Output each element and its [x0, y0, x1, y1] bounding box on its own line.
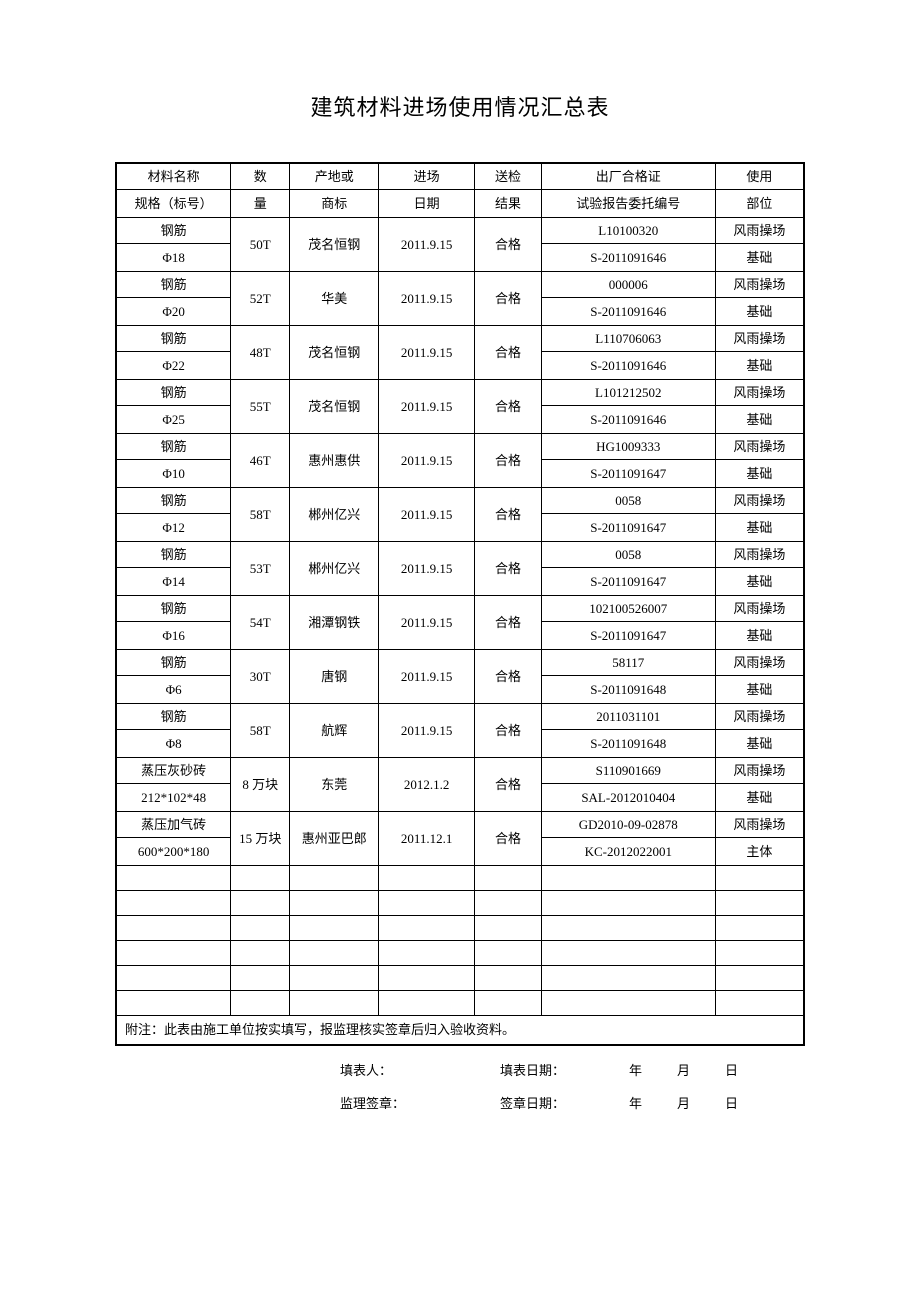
- year-label: 年: [590, 1093, 642, 1112]
- filler-label: 填表人：: [340, 1060, 500, 1079]
- table-row-empty: [116, 965, 804, 990]
- supervisor-label: 监理签章：: [340, 1093, 500, 1112]
- col-cert: 出厂合格证试验报告委托编号: [541, 163, 715, 217]
- page-title: 建筑材料进场使用情况汇总表: [115, 90, 805, 122]
- table-row: 钢筋Φ1850T茂名恒钢2011.9.15合格L10100320S-201109…: [116, 217, 804, 271]
- table-row-empty: [116, 915, 804, 940]
- table-row: 钢筋Φ630T唐钢2011.9.15合格58117S-2011091648风雨操…: [116, 649, 804, 703]
- table-row-empty: [116, 890, 804, 915]
- col-quantity: 数量: [231, 163, 290, 217]
- table-row: 钢筋Φ2052T华美2011.9.15合格000006S-2011091646风…: [116, 271, 804, 325]
- month-label: 月: [642, 1093, 690, 1112]
- table-row: 蒸压灰砂砖212*102*488 万块东莞2012.1.2合格S11090166…: [116, 757, 804, 811]
- table-header-row: 材料名称规格（标号） 数量 产地或商标 进场日期 送检结果 出厂合格证试验报告委…: [116, 163, 804, 217]
- materials-table: 材料名称规格（标号） 数量 产地或商标 进场日期 送检结果 出厂合格证试验报告委…: [115, 162, 805, 1046]
- table-row-empty: [116, 990, 804, 1015]
- table-row: 钢筋Φ858T航辉2011.9.15合格2011031101S-20110916…: [116, 703, 804, 757]
- table-row: 钢筋Φ1453T郴州亿兴2011.9.15合格0058S-2011091647风…: [116, 541, 804, 595]
- table-row-empty: [116, 865, 804, 890]
- year-label: 年: [590, 1060, 642, 1079]
- table-row: 蒸压加气砖600*200*18015 万块惠州亚巴郎2011.12.1合格GD2…: [116, 811, 804, 865]
- table-row: 钢筋Φ1654T湘潭钢铁2011.9.15合格102100526007S-201…: [116, 595, 804, 649]
- note-text: 附注：此表由施工单位按实填写，报监理核实签章后归入验收资料。: [116, 1015, 804, 1045]
- table-row: 钢筋Φ2555T茂名恒钢2011.9.15合格L101212502S-20110…: [116, 379, 804, 433]
- footer-block: 填表人： 填表日期： 年 月 日 监理签章： 签章日期： 年 月 日: [115, 1060, 805, 1112]
- note-row: 附注：此表由施工单位按实填写，报监理核实签章后归入验收资料。: [116, 1015, 804, 1045]
- fill-date-label: 填表日期：: [500, 1060, 590, 1079]
- month-label: 月: [642, 1060, 690, 1079]
- day-label: 日: [690, 1060, 738, 1079]
- col-material-name: 材料名称规格（标号）: [116, 163, 231, 217]
- table-row: 钢筋Φ1258T郴州亿兴2011.9.15合格0058S-2011091647风…: [116, 487, 804, 541]
- col-date: 进场日期: [379, 163, 475, 217]
- col-brand: 产地或商标: [290, 163, 379, 217]
- day-label: 日: [690, 1093, 738, 1112]
- col-use: 使用部位: [715, 163, 804, 217]
- table-row: 钢筋Φ1046T惠州惠供2011.9.15合格HG1009333S-201109…: [116, 433, 804, 487]
- sign-date-label: 签章日期：: [500, 1093, 590, 1112]
- table-row: 钢筋Φ2248T茂名恒钢2011.9.15合格L110706063S-20110…: [116, 325, 804, 379]
- table-row-empty: [116, 940, 804, 965]
- col-result: 送检结果: [475, 163, 542, 217]
